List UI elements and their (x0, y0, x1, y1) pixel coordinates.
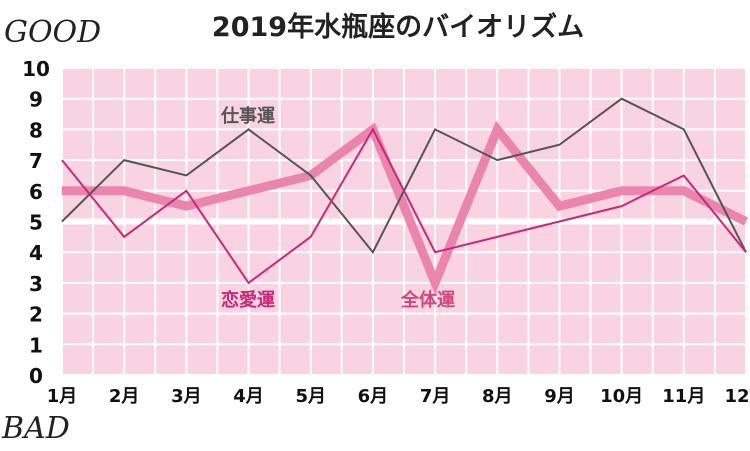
y-tick-label: 3 (29, 272, 43, 296)
x-tick-label: 9月 (544, 386, 575, 407)
series-label: 全体運 (400, 289, 455, 311)
y-tick-label: 6 (29, 180, 43, 204)
x-tick-label: 8月 (482, 386, 513, 407)
y-tick-label: 4 (29, 241, 43, 265)
x-tick-label: 6月 (358, 386, 389, 407)
y-tick-label: 8 (29, 118, 43, 142)
y-tick-label: 5 (29, 211, 43, 235)
x-tick-label: 2月 (109, 386, 140, 407)
y-tick-label: 2 (29, 303, 43, 327)
x-tick-label: 10月 (600, 386, 643, 407)
y-tick-label: 10 (22, 57, 50, 81)
x-tick-label: 5月 (295, 386, 326, 407)
chart-title: 2019年水瓶座のバイオリズム (212, 11, 584, 43)
y-tick-label: 1 (29, 333, 43, 357)
x-tick-label: 11月 (662, 386, 705, 407)
good-label: GOOD (4, 15, 101, 50)
y-tick-label: 0 (29, 364, 43, 388)
y-tick-label: 7 (29, 149, 43, 173)
series-label: 恋愛運 (221, 289, 275, 311)
x-tick-label: 7月 (420, 386, 451, 407)
y-tick-label: 9 (29, 88, 43, 112)
series-label: 仕事運 (220, 105, 275, 127)
x-tick-label: 1月 (47, 386, 78, 407)
bad-label: BAD (1, 411, 70, 446)
x-tick-label: 4月 (233, 386, 264, 407)
x-tick-label: 3月 (171, 386, 202, 407)
x-tick-label: 12月 (724, 386, 750, 407)
series-line-overall (62, 120, 748, 295)
series-line-love (61, 127, 747, 285)
